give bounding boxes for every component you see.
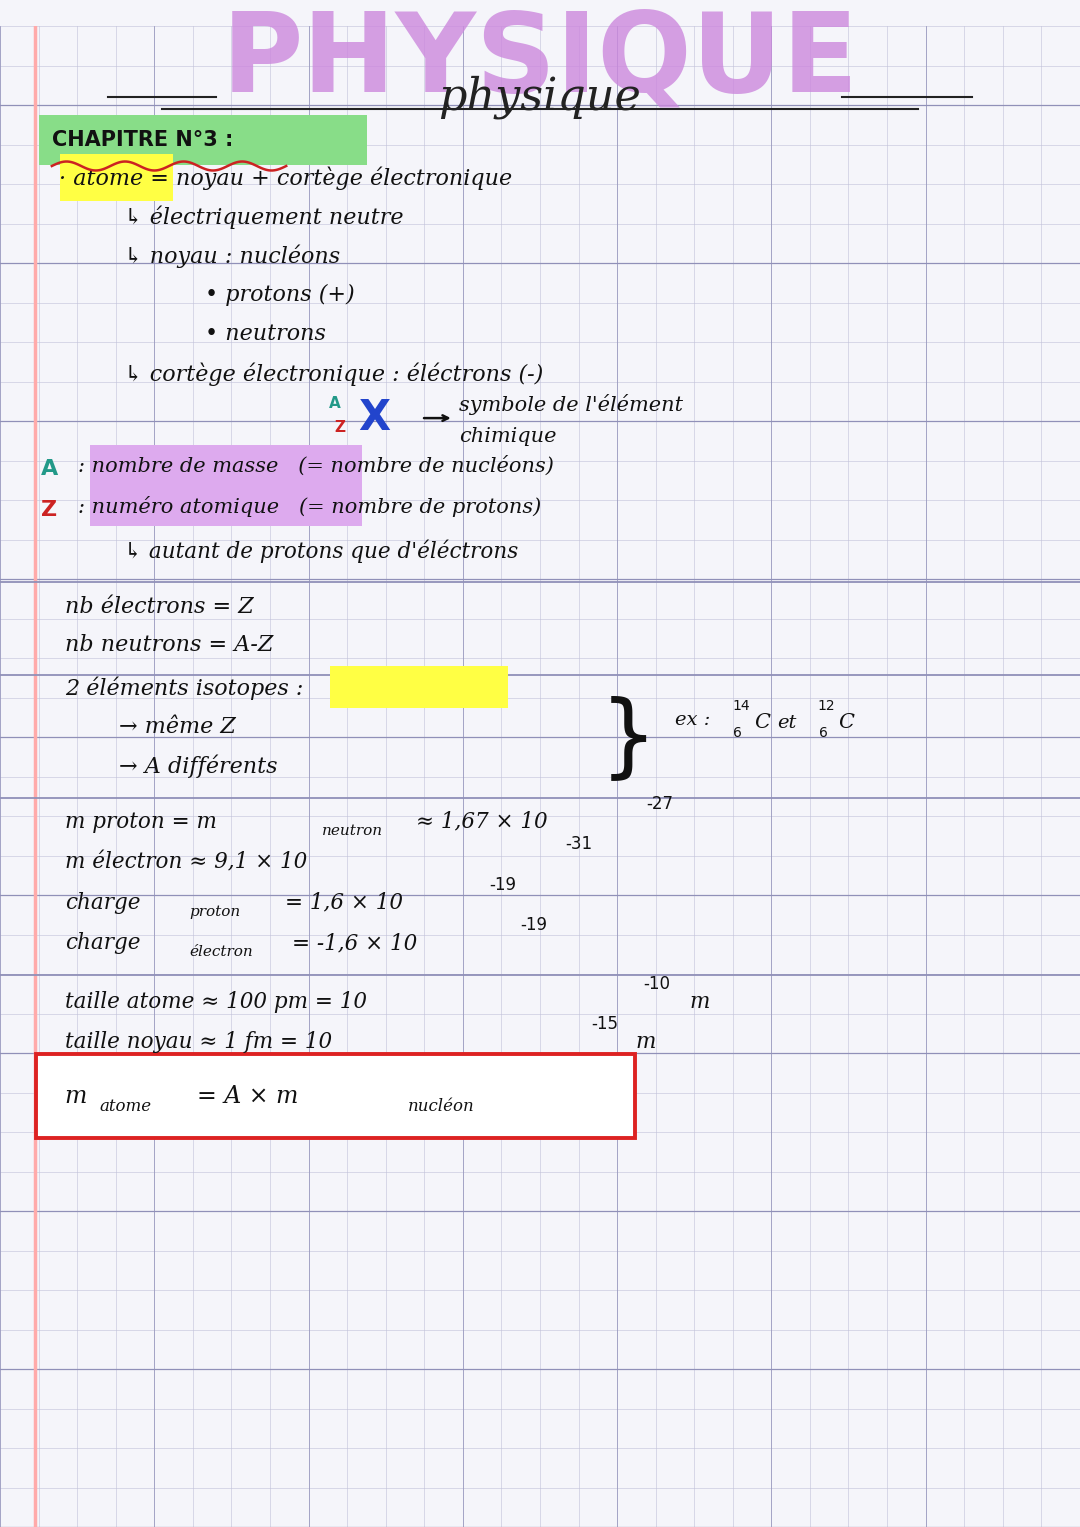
Text: = -1,6 × 10: = -1,6 × 10 — [292, 933, 417, 954]
FancyBboxPatch shape — [60, 154, 173, 200]
Text: = 1,6 × 10: = 1,6 × 10 — [285, 892, 403, 913]
Text: : nombre de masse   (= nombre de nucléons): : nombre de masse (= nombre de nucléons) — [78, 457, 554, 476]
FancyBboxPatch shape — [36, 1054, 635, 1138]
Text: nb électrons = Z: nb électrons = Z — [65, 596, 254, 618]
Text: 12: 12 — [818, 699, 835, 713]
Text: ↳ noyau : nucléons: ↳ noyau : nucléons — [124, 244, 340, 267]
Text: 14: 14 — [732, 699, 750, 713]
Text: ≈ 1,67 × 10: ≈ 1,67 × 10 — [416, 811, 548, 832]
FancyBboxPatch shape — [90, 486, 362, 527]
Text: -31: -31 — [565, 835, 592, 854]
Text: → A différents: → A différents — [119, 754, 278, 777]
Text: électron: électron — [189, 945, 253, 959]
Text: · atome = noyau + cortège électronique: · atome = noyau + cortège électronique — [59, 166, 513, 189]
Text: m: m — [635, 1031, 656, 1054]
Text: C: C — [838, 713, 854, 733]
Text: ex :: ex : — [675, 710, 711, 728]
Text: m: m — [689, 991, 710, 1012]
Text: ↳ électriquement neutre: ↳ électriquement neutre — [124, 205, 404, 229]
Text: nb neutrons = A-Z: nb neutrons = A-Z — [65, 634, 273, 655]
Text: • neutrons: • neutrons — [205, 324, 326, 345]
Text: -27: -27 — [646, 794, 673, 812]
Text: → même Z: → même Z — [119, 716, 235, 738]
Text: ↳ cortège électronique : éléctrons (-): ↳ cortège électronique : éléctrons (-) — [124, 363, 543, 386]
Text: proton: proton — [189, 906, 240, 919]
Text: nucléon: nucléon — [408, 1098, 475, 1115]
Text: charge: charge — [65, 933, 140, 954]
Text: symbole de l'élément: symbole de l'élément — [459, 394, 683, 415]
Text: : numéro atomique   (= nombre de protons): : numéro atomique (= nombre de protons) — [78, 496, 541, 518]
Text: A: A — [329, 395, 341, 411]
Text: taille noyau ≈ 1 fm = 10: taille noyau ≈ 1 fm = 10 — [65, 1031, 332, 1054]
Text: chimique: chimique — [459, 426, 556, 446]
Text: -19: -19 — [489, 876, 516, 893]
Text: • protons (+): • protons (+) — [205, 284, 355, 305]
Text: taille atome ≈ 100 pm = 10: taille atome ≈ 100 pm = 10 — [65, 991, 367, 1012]
Text: 6: 6 — [819, 727, 827, 741]
Text: X: X — [359, 397, 391, 440]
Text: C: C — [754, 713, 770, 733]
Text: A: A — [41, 460, 58, 479]
Text: -15: -15 — [591, 1015, 618, 1034]
Text: = A × m: = A × m — [197, 1084, 298, 1109]
Text: PHYSIQUE: PHYSIQUE — [221, 8, 859, 115]
FancyBboxPatch shape — [39, 115, 367, 165]
Text: m électron ≈ 9,1 × 10: m électron ≈ 9,1 × 10 — [65, 851, 307, 873]
Text: -19: -19 — [521, 916, 548, 935]
Text: et: et — [778, 713, 797, 731]
Text: 2 éléments isotopes :: 2 éléments isotopes : — [65, 676, 303, 699]
Text: ↳ autant de protons que d'éléctrons: ↳ autant de protons que d'éléctrons — [124, 541, 518, 563]
Text: physique: physique — [438, 75, 642, 119]
Text: neutron: neutron — [322, 823, 383, 838]
Text: charge: charge — [65, 892, 140, 913]
Text: m proton = m: m proton = m — [65, 811, 217, 832]
Text: }: } — [599, 695, 657, 783]
Text: CHAPITRE N°3 :: CHAPITRE N°3 : — [52, 130, 233, 151]
FancyBboxPatch shape — [330, 666, 508, 707]
Text: -10: -10 — [644, 974, 671, 993]
Text: Z: Z — [335, 420, 346, 435]
FancyBboxPatch shape — [90, 444, 362, 486]
Text: Z: Z — [41, 499, 57, 519]
Text: atome: atome — [99, 1098, 151, 1115]
Text: 6: 6 — [733, 727, 742, 741]
Text: m: m — [65, 1084, 87, 1109]
